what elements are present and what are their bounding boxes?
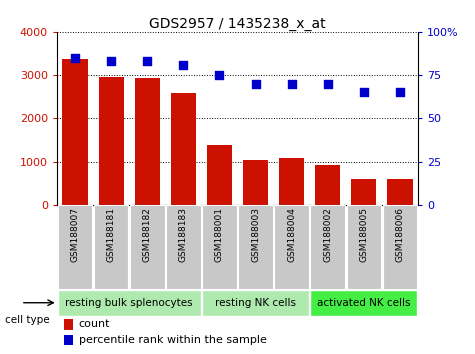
FancyBboxPatch shape xyxy=(94,205,128,289)
Text: count: count xyxy=(79,319,110,330)
Text: GSM188183: GSM188183 xyxy=(179,207,188,262)
FancyBboxPatch shape xyxy=(202,290,309,316)
Point xyxy=(143,58,151,64)
Bar xyxy=(64,319,73,330)
Text: resting bulk splenocytes: resting bulk splenocytes xyxy=(66,298,193,308)
FancyBboxPatch shape xyxy=(238,205,273,289)
Point xyxy=(180,62,187,68)
Point xyxy=(324,81,332,87)
Bar xyxy=(243,160,268,205)
FancyBboxPatch shape xyxy=(275,205,309,289)
Text: percentile rank within the sample: percentile rank within the sample xyxy=(79,335,266,345)
Point xyxy=(71,55,79,61)
Bar xyxy=(134,78,160,205)
Point xyxy=(396,90,404,95)
Point xyxy=(252,81,259,87)
Title: GDS2957 / 1435238_x_at: GDS2957 / 1435238_x_at xyxy=(149,17,326,31)
Bar xyxy=(387,179,413,205)
Text: activated NK cells: activated NK cells xyxy=(317,298,410,308)
FancyBboxPatch shape xyxy=(311,205,345,289)
Bar xyxy=(171,93,196,205)
Bar xyxy=(207,145,232,205)
FancyBboxPatch shape xyxy=(347,205,381,289)
FancyBboxPatch shape xyxy=(166,205,200,289)
FancyBboxPatch shape xyxy=(202,205,237,289)
FancyBboxPatch shape xyxy=(383,205,417,289)
Text: resting NK cells: resting NK cells xyxy=(215,298,296,308)
Text: GSM188007: GSM188007 xyxy=(71,207,79,262)
Bar xyxy=(351,179,377,205)
Bar xyxy=(64,335,73,346)
Text: GSM188001: GSM188001 xyxy=(215,207,224,262)
FancyBboxPatch shape xyxy=(58,205,92,289)
Bar xyxy=(279,158,304,205)
Text: GSM188182: GSM188182 xyxy=(143,207,152,262)
Point xyxy=(360,90,368,95)
Text: GSM188003: GSM188003 xyxy=(251,207,260,262)
Point xyxy=(288,81,295,87)
Point xyxy=(107,58,115,64)
Text: GSM188181: GSM188181 xyxy=(107,207,115,262)
Text: GSM188004: GSM188004 xyxy=(287,207,296,262)
Bar xyxy=(62,59,88,205)
Bar xyxy=(315,165,341,205)
Bar xyxy=(98,77,124,205)
FancyBboxPatch shape xyxy=(58,290,200,316)
Point xyxy=(216,72,223,78)
Text: GSM188006: GSM188006 xyxy=(396,207,404,262)
Text: cell type: cell type xyxy=(5,315,49,325)
FancyBboxPatch shape xyxy=(311,290,417,316)
Text: GSM188002: GSM188002 xyxy=(323,207,332,262)
Text: GSM188005: GSM188005 xyxy=(360,207,368,262)
FancyBboxPatch shape xyxy=(130,205,164,289)
